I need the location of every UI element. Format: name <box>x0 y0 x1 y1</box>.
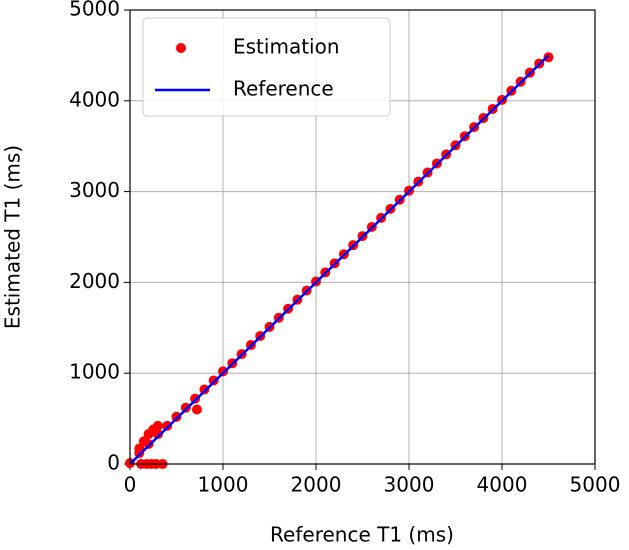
axes-frame <box>129 9 596 465</box>
y-tick-label: 2000 <box>69 269 120 293</box>
data-point <box>208 375 219 386</box>
x-tick-label: 5000 <box>570 473 621 497</box>
x-tick-label: 0 <box>124 473 137 497</box>
x-tick-label: 2000 <box>291 473 342 497</box>
x-tick-label: 4000 <box>477 473 528 497</box>
legend-marker <box>176 43 186 53</box>
data-point <box>191 404 202 415</box>
x-axis-label: Reference T1 (ms) <box>270 523 454 547</box>
data-point <box>171 411 182 422</box>
y-axis-label: Estimated T1 (ms) <box>1 145 25 329</box>
legend-box <box>142 17 391 117</box>
legend-label: Reference <box>233 77 334 101</box>
x-tick-label: 3000 <box>384 473 435 497</box>
line <box>129 54 550 465</box>
data-point <box>190 393 201 404</box>
legend-label: Estimation <box>233 35 340 59</box>
x-tick-label: 1000 <box>198 473 249 497</box>
data-point <box>543 52 554 63</box>
y-tick-label: 5000 <box>69 0 120 21</box>
data-point <box>138 436 149 447</box>
y-tick-label: 3000 <box>69 178 120 202</box>
data-point <box>199 384 210 395</box>
data-point <box>152 420 163 431</box>
y-tick-label: 1000 <box>69 360 120 384</box>
data-point <box>162 420 173 431</box>
data-point <box>218 366 228 377</box>
y-tick-label: 4000 <box>69 87 120 111</box>
data-point <box>180 402 191 413</box>
y-tick-label: 0 <box>107 451 120 475</box>
